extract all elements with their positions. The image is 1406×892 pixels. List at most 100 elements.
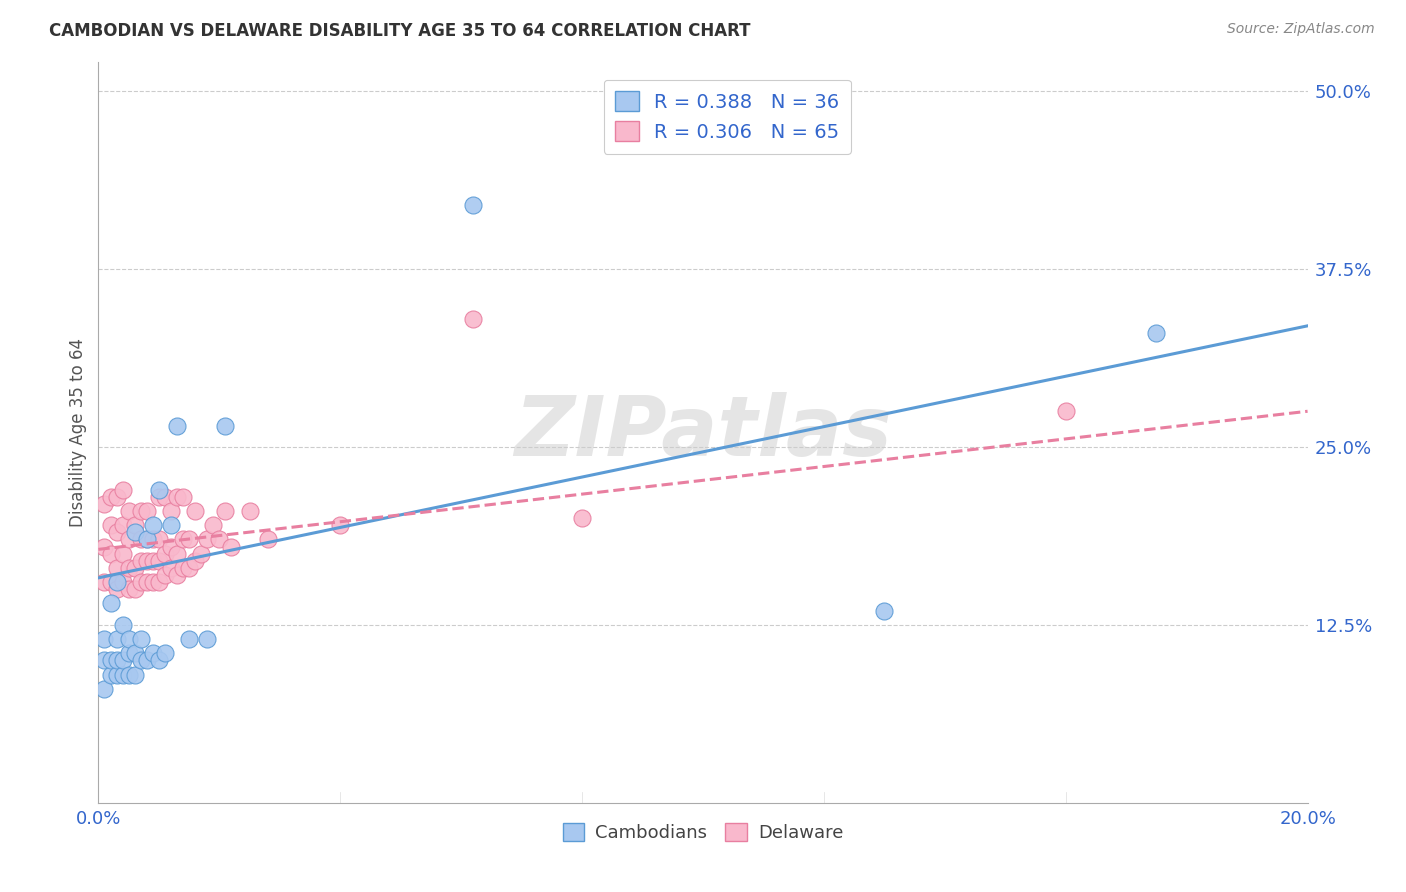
Point xyxy=(221,540,243,554)
Point xyxy=(153,547,176,561)
Point xyxy=(166,568,188,582)
Point xyxy=(177,561,201,575)
Point xyxy=(135,504,157,518)
Point xyxy=(118,533,141,547)
Text: CAMBODIAN VS DELAWARE DISABILITY AGE 35 TO 64 CORRELATION CHART: CAMBODIAN VS DELAWARE DISABILITY AGE 35 … xyxy=(49,22,751,40)
Point xyxy=(124,582,146,597)
Point xyxy=(118,632,141,646)
Point xyxy=(148,490,170,504)
Point xyxy=(184,554,207,568)
Point xyxy=(93,653,115,667)
Point xyxy=(105,653,128,667)
Point xyxy=(129,632,152,646)
Point xyxy=(100,667,122,681)
Point xyxy=(124,525,146,540)
Point xyxy=(160,540,183,554)
Point xyxy=(166,547,188,561)
Point xyxy=(93,681,115,696)
Point xyxy=(111,653,134,667)
Point xyxy=(135,554,157,568)
Text: ZIPatlas: ZIPatlas xyxy=(515,392,891,473)
Point xyxy=(111,518,134,533)
Point xyxy=(118,561,141,575)
Point xyxy=(142,518,165,533)
Point xyxy=(214,504,236,518)
Point xyxy=(873,604,896,618)
Point xyxy=(135,533,157,547)
Point xyxy=(124,667,146,681)
Point xyxy=(148,575,170,590)
Y-axis label: Disability Age 35 to 64: Disability Age 35 to 64 xyxy=(69,338,87,527)
Point xyxy=(172,533,194,547)
Point xyxy=(100,653,122,667)
Point xyxy=(153,646,176,660)
Point xyxy=(100,547,122,561)
Point xyxy=(1054,404,1077,418)
Point xyxy=(160,518,183,533)
Point xyxy=(111,575,134,590)
Point xyxy=(100,518,122,533)
Point xyxy=(190,547,212,561)
Point xyxy=(105,490,128,504)
Point xyxy=(118,504,141,518)
Point xyxy=(142,554,165,568)
Point xyxy=(135,653,157,667)
Point xyxy=(148,653,170,667)
Point xyxy=(329,518,352,533)
Point xyxy=(142,646,165,660)
Point xyxy=(148,483,170,497)
Point xyxy=(100,490,122,504)
Point xyxy=(160,504,183,518)
Point xyxy=(153,490,176,504)
Point xyxy=(166,418,188,433)
Point xyxy=(124,561,146,575)
Point xyxy=(105,561,128,575)
Point xyxy=(1144,326,1167,340)
Point xyxy=(111,483,134,497)
Point xyxy=(124,646,146,660)
Point xyxy=(118,667,141,681)
Point xyxy=(129,504,152,518)
Point xyxy=(256,533,278,547)
Point xyxy=(166,490,188,504)
Point xyxy=(105,582,128,597)
Point xyxy=(214,418,236,433)
Point xyxy=(202,518,225,533)
Point xyxy=(93,575,115,590)
Point xyxy=(124,518,146,533)
Point xyxy=(153,568,176,582)
Point xyxy=(129,533,152,547)
Point xyxy=(463,311,485,326)
Point xyxy=(184,504,207,518)
Point xyxy=(148,533,170,547)
Point xyxy=(105,575,128,590)
Point xyxy=(105,525,128,540)
Point xyxy=(93,497,115,511)
Point xyxy=(135,533,157,547)
Point xyxy=(100,575,122,590)
Legend: Cambodians, Delaware: Cambodians, Delaware xyxy=(555,815,851,849)
Point xyxy=(105,632,128,646)
Point xyxy=(93,632,115,646)
Point xyxy=(195,632,218,646)
Point xyxy=(142,575,165,590)
Point xyxy=(195,533,218,547)
Point xyxy=(208,533,231,547)
Point xyxy=(142,533,165,547)
Point xyxy=(177,533,201,547)
Point xyxy=(111,617,134,632)
Point xyxy=(93,540,115,554)
Point xyxy=(111,547,134,561)
Point xyxy=(118,646,141,660)
Point xyxy=(177,632,201,646)
Point xyxy=(111,667,134,681)
Point xyxy=(129,653,152,667)
Point xyxy=(129,575,152,590)
Point xyxy=(100,597,122,611)
Point xyxy=(172,561,194,575)
Point xyxy=(571,511,593,525)
Point xyxy=(105,667,128,681)
Point xyxy=(172,490,194,504)
Point xyxy=(148,554,170,568)
Point xyxy=(239,504,262,518)
